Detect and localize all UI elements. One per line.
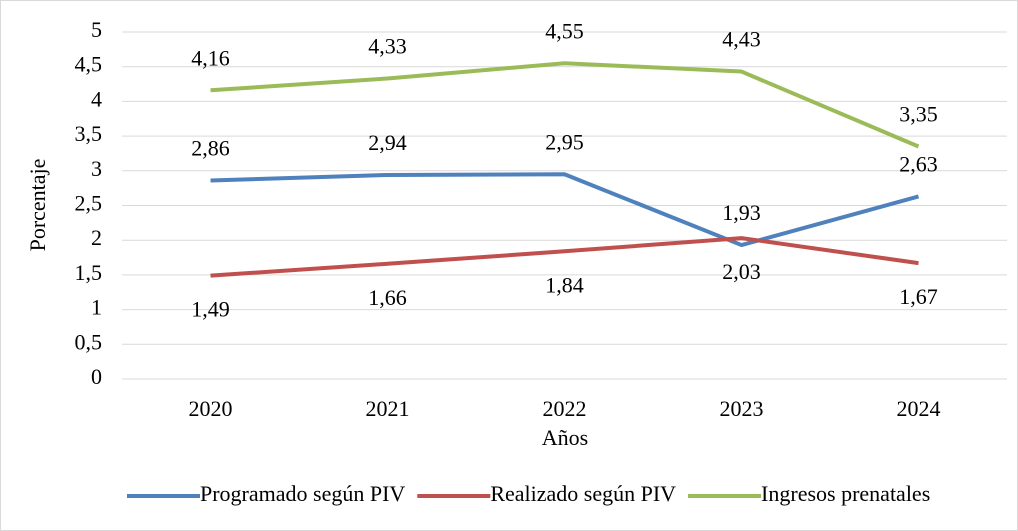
- legend-label: Ingresos prenatales: [761, 481, 930, 506]
- data-label: 1,66: [368, 285, 407, 310]
- data-label: 4,55: [545, 18, 584, 43]
- y-tick-label: 5: [91, 17, 102, 42]
- x-tick-label: 2021: [366, 396, 410, 421]
- x-tick-label: 2024: [897, 396, 941, 421]
- series-line: [210, 172, 920, 248]
- y-tick-label: 4,5: [75, 52, 103, 77]
- x-axis-title: Años: [542, 425, 588, 450]
- y-tick-label: 4: [91, 86, 102, 111]
- data-label: 4,16: [191, 45, 230, 70]
- y-tick-label: 1,5: [75, 260, 103, 285]
- data-label: 2,03: [722, 259, 761, 284]
- legend-label: Realizado según PIV: [490, 481, 676, 506]
- x-tick-label: 2023: [720, 396, 764, 421]
- legend-label: Programado según PIV: [200, 481, 405, 506]
- data-label: 3,35: [899, 102, 938, 127]
- y-tick-label: 2: [91, 225, 102, 250]
- data-label: 1,67: [899, 284, 938, 309]
- y-tick-label: 2,5: [75, 191, 103, 216]
- series-line: [210, 61, 920, 149]
- data-label: 4,43: [722, 27, 761, 52]
- data-label: 1,49: [191, 297, 230, 322]
- y-tick-label: 0: [91, 364, 102, 389]
- x-tick-label: 2022: [543, 396, 587, 421]
- y-tick-label: 1: [91, 295, 102, 320]
- data-label: 4,33: [368, 34, 407, 59]
- x-tick-label: 2020: [189, 396, 233, 421]
- y-axis-title: Porcentaje: [25, 159, 50, 252]
- data-label: 1,93: [722, 200, 761, 225]
- series-line: [210, 236, 919, 278]
- y-tick-label: 3: [91, 156, 102, 181]
- y-tick-label: 0,5: [75, 329, 103, 354]
- data-label: 2,95: [545, 129, 584, 154]
- data-label: 2,94: [368, 130, 407, 155]
- data-label: 1,84: [545, 272, 584, 297]
- data-label: 2,63: [899, 152, 938, 177]
- data-label: 2,86: [191, 136, 230, 161]
- y-tick-label: 3,5: [75, 121, 103, 146]
